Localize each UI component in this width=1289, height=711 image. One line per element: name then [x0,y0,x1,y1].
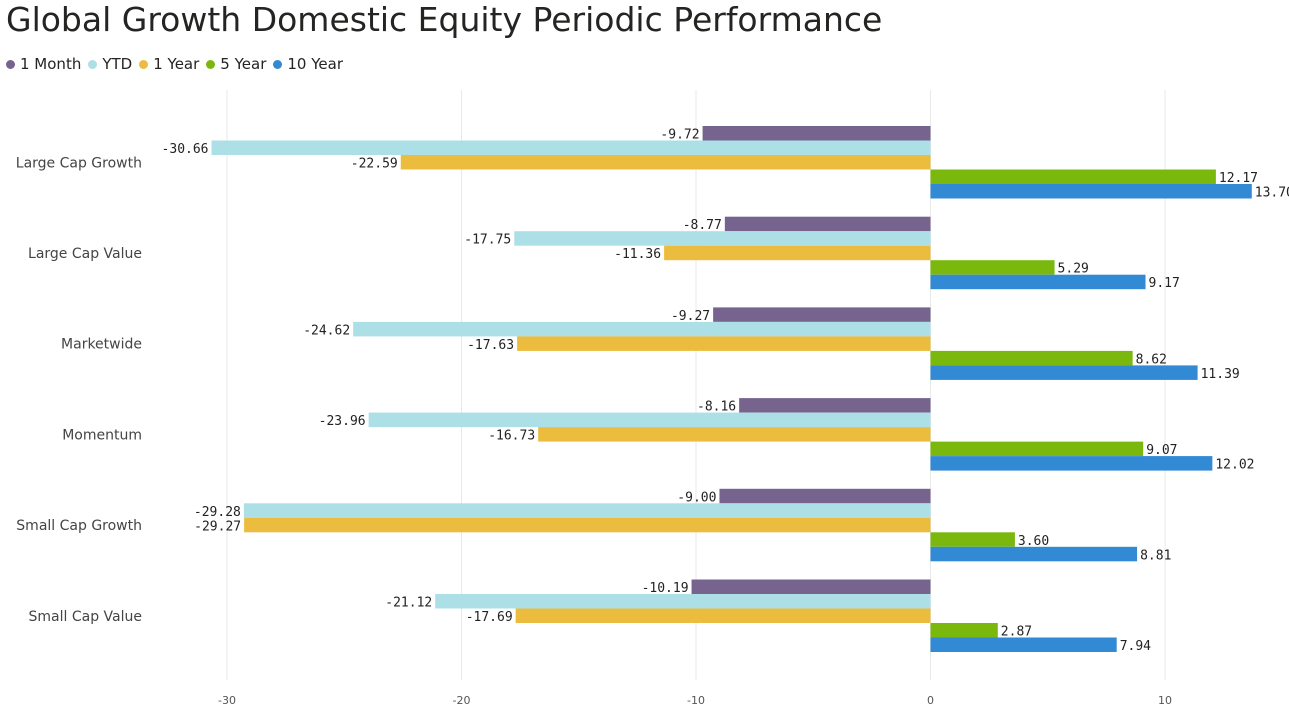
bar[interactable] [930,350,1133,366]
legend-item[interactable]: 1 Month [6,55,81,73]
data-label: 12.02 [1215,458,1254,473]
category-label: Small Cap Growth [16,518,142,534]
bar[interactable] [435,594,931,609]
data-label: -10.19 [642,581,689,596]
data-label: -23.96 [319,414,366,429]
legend-label: 1 Year [153,55,200,73]
category-label: Large Cap Growth [16,155,142,171]
bar[interactable] [930,274,1146,290]
data-label: -17.75 [464,233,511,248]
data-label: -9.27 [671,309,710,324]
data-label: -9.00 [677,490,716,505]
data-label: -9.72 [660,128,699,143]
category-label: Marketwide [61,337,142,353]
data-label: -30.66 [162,142,209,157]
data-label: -21.12 [385,596,432,611]
data-label: 9.07 [1146,443,1177,458]
bar[interactable] [930,441,1144,457]
bar[interactable] [930,184,1252,199]
bar[interactable] [400,155,931,170]
x-tick-label: 0 [927,694,934,707]
bar[interactable] [664,245,931,261]
legend-marker [88,59,98,69]
bar[interactable] [713,307,931,322]
legend-item[interactable]: 5 Year [206,55,266,73]
bar[interactable] [930,169,1216,185]
category-label: Large Cap Value [28,246,142,262]
data-label: -17.63 [467,338,514,353]
bar[interactable] [930,456,1213,471]
bar[interactable] [353,321,931,337]
bar[interactable] [702,126,931,141]
data-label: -29.27 [194,519,241,534]
bar[interactable] [930,546,1138,562]
data-label: -11.36 [614,247,661,262]
bar[interactable] [691,579,931,595]
legend-label: YTD [102,55,133,73]
bar[interactable] [514,231,931,246]
data-label: -16.73 [488,429,535,444]
data-label: 11.39 [1201,367,1240,382]
legend-marker [139,59,149,69]
bar[interactable] [930,365,1198,380]
bar[interactable] [517,336,931,351]
data-label: 2.87 [1001,625,1032,640]
bar[interactable] [739,398,931,413]
x-tick-label: -30 [218,694,236,707]
legend-marker [206,59,216,69]
bar[interactable] [724,216,931,232]
bar[interactable] [538,427,931,442]
chart-title: Global Growth Domestic Equity Periodic P… [6,0,883,39]
legend-item[interactable]: 1 Year [139,55,199,73]
x-tick-label: -10 [687,694,705,707]
x-tick-label: -20 [453,694,471,707]
data-label: -17.69 [466,610,513,625]
legend-item[interactable]: 10 Year [273,55,343,73]
legend-label: 5 Year [220,55,267,73]
legend-label: 10 Year [287,55,343,73]
bar[interactable] [930,623,998,638]
legend-marker [273,59,283,69]
legend-item[interactable]: YTD [88,55,132,73]
bar[interactable] [515,608,931,624]
legend-marker [6,59,15,69]
data-label: 12.17 [1219,171,1258,186]
category-label: Momentum [62,427,142,443]
data-label: -8.16 [697,400,736,415]
data-label: 3.60 [1018,534,1049,549]
bar[interactable] [368,412,931,428]
data-label: 8.62 [1136,352,1167,367]
bar[interactable] [211,140,931,156]
bar[interactable] [243,503,931,518]
bar[interactable] [930,532,1015,547]
data-label: 13.70 [1255,186,1289,201]
legend: 1 Month YTD 1 Year 5 Year 10 Year [6,55,350,73]
data-label: 8.81 [1140,548,1171,563]
data-label: 7.94 [1120,639,1151,654]
x-tick-label: 10 [1158,694,1172,707]
data-label: -8.77 [683,218,722,233]
legend-label: 1 Month [20,55,82,73]
data-label: -29.28 [194,505,241,520]
bar[interactable] [930,637,1117,653]
data-label: -24.62 [303,323,350,338]
data-label: 9.17 [1149,276,1180,291]
bar[interactable] [930,260,1055,275]
bar[interactable] [719,488,931,504]
data-label: 5.29 [1058,262,1089,277]
data-label: -22.59 [351,157,398,172]
category-label: Small Cap Value [29,609,142,625]
bar[interactable] [244,517,931,533]
